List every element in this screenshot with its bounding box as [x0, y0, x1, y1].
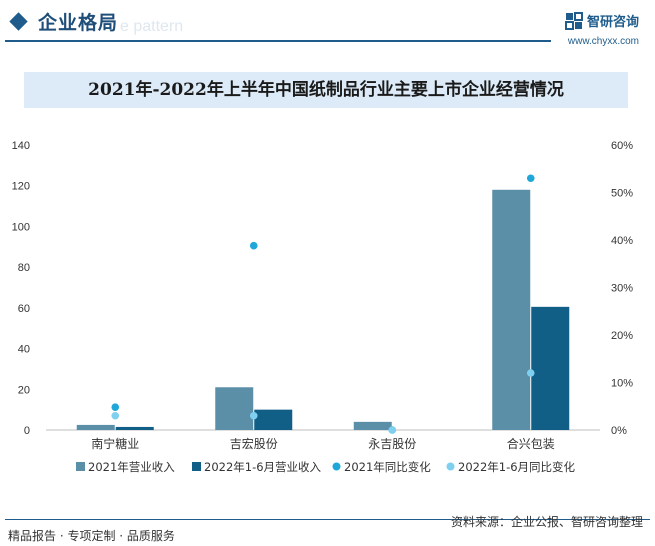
y-right-tick-label: 20% — [611, 330, 633, 342]
bar — [353, 421, 392, 430]
legend-label: 2022年1-6月同比变化 — [458, 460, 576, 474]
brand-name: 智研咨询 — [586, 15, 639, 30]
legend-marker — [446, 462, 455, 471]
chart-title: 2021年-2022年上半年中国纸制品行业主要上市企业经营情况 — [88, 80, 564, 100]
scatter-point — [249, 411, 258, 420]
y-left-tick-label: 60 — [18, 303, 30, 315]
brand-url[interactable]: www.chyxx.com — [567, 36, 639, 47]
legend-label: 2022年1-6月营业收入 — [204, 460, 322, 474]
bar — [215, 387, 254, 430]
legend-marker — [332, 462, 341, 471]
x-category-label: 吉宏股份 — [230, 436, 278, 451]
y-left-tick-label: 140 — [12, 140, 30, 152]
y-left-tick-label: 80 — [18, 262, 30, 274]
y-left-tick-label: 100 — [12, 221, 30, 233]
scatter-point — [526, 369, 535, 377]
x-category-label: 南宁糖业 — [91, 436, 139, 451]
brand-logo-icon — [564, 11, 583, 30]
y-left-tick-label: 40 — [18, 344, 30, 356]
bar — [115, 426, 154, 430]
legend-swatch — [76, 462, 85, 471]
scatter-point — [111, 411, 120, 420]
scatter-point — [388, 426, 397, 434]
x-category-label: 合兴包装 — [507, 436, 555, 451]
bar — [492, 189, 531, 430]
footer-divider — [5, 519, 650, 520]
brand: 智研咨询 — [564, 11, 639, 30]
scatter-point — [111, 403, 120, 412]
y-right-tick-label: 40% — [611, 235, 633, 247]
bar — [76, 424, 115, 430]
y-right-tick-label: 0% — [611, 425, 627, 437]
y-left-tick-label: 20 — [18, 384, 30, 396]
footer-slogan: 精品报告 · 专项定制 · 品质服务 — [8, 529, 175, 543]
footer-source: 资料来源：企业公报、智研咨询整理 — [450, 515, 643, 529]
y-right-tick-label: 50% — [611, 188, 633, 200]
y-right-tick-label: 60% — [611, 140, 633, 152]
legend-label: 2021年同比变化 — [344, 460, 431, 474]
header-divider — [5, 40, 551, 42]
legend-swatch — [192, 462, 201, 471]
scatter-point — [249, 241, 258, 250]
y-left-tick-label: 120 — [12, 181, 30, 193]
scatter-point — [526, 174, 535, 183]
bar — [531, 306, 570, 430]
title-watermark: e pattern — [120, 18, 184, 35]
chart-title-bar: 2021年-2022年上半年中国纸制品行业主要上市企业经营情况 — [24, 72, 628, 108]
y-right-tick-label: 30% — [611, 283, 633, 295]
legend-label: 2021年营业收入 — [88, 460, 175, 474]
section-title: 企业格局 — [38, 12, 119, 34]
x-category-label: 永吉股份 — [368, 437, 416, 451]
y-left-tick-label: 0 — [24, 425, 30, 437]
bar — [254, 409, 293, 430]
y-right-tick-label: 10% — [611, 378, 633, 390]
